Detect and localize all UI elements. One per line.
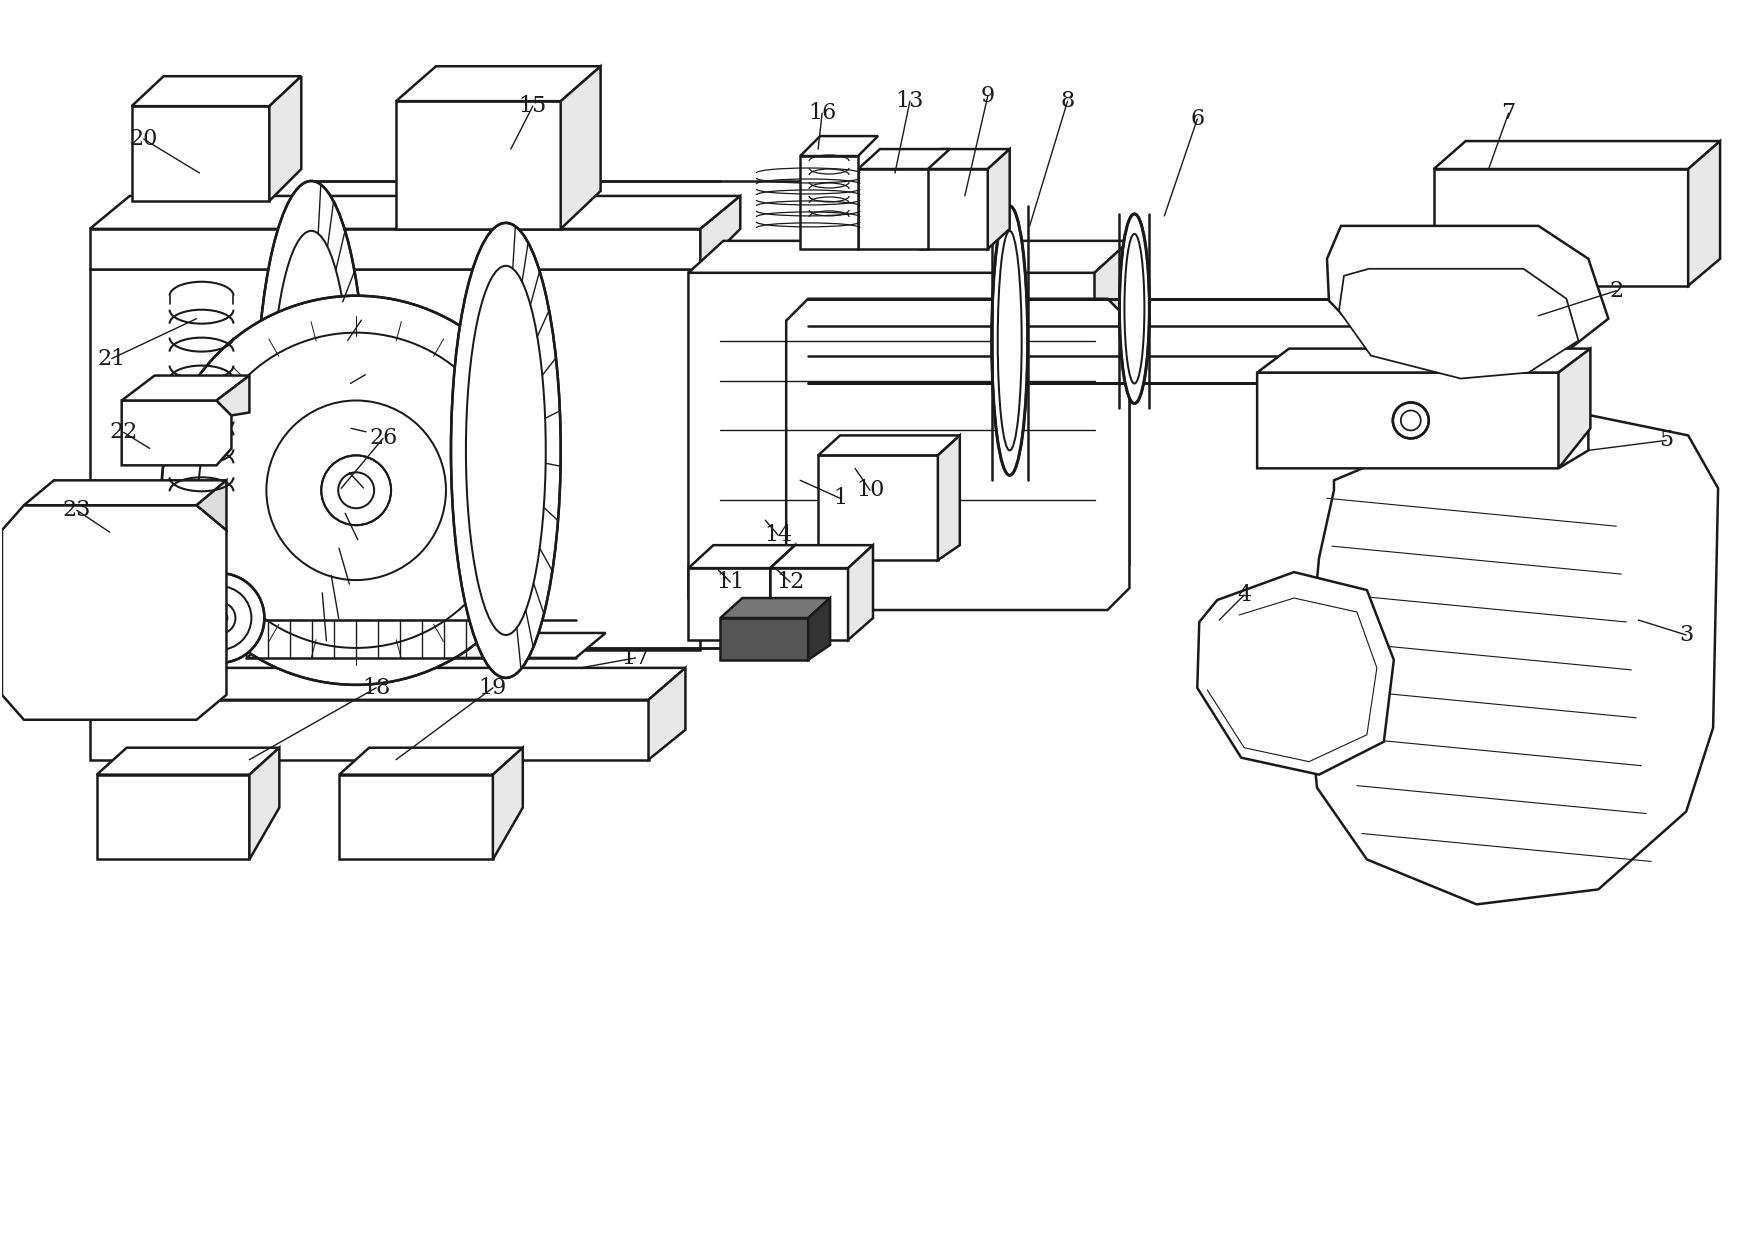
Text: 9: 9 — [981, 85, 995, 107]
Polygon shape — [689, 568, 771, 640]
Polygon shape — [937, 435, 960, 560]
Polygon shape — [848, 545, 872, 640]
Polygon shape — [771, 545, 872, 568]
Text: 12: 12 — [776, 571, 804, 593]
Polygon shape — [561, 67, 601, 229]
Polygon shape — [89, 269, 701, 650]
Ellipse shape — [161, 296, 550, 684]
Polygon shape — [396, 101, 561, 229]
Polygon shape — [1326, 226, 1608, 376]
Polygon shape — [1433, 169, 1689, 286]
Polygon shape — [1433, 141, 1720, 169]
Polygon shape — [808, 598, 830, 660]
Text: 14: 14 — [764, 524, 792, 546]
Polygon shape — [771, 545, 795, 640]
Polygon shape — [771, 568, 848, 640]
Polygon shape — [1095, 240, 1130, 598]
Ellipse shape — [1393, 402, 1428, 439]
Polygon shape — [818, 455, 937, 560]
Polygon shape — [249, 747, 279, 859]
Text: 22: 22 — [110, 422, 138, 444]
Ellipse shape — [256, 181, 366, 650]
Polygon shape — [787, 298, 1130, 610]
Text: 8: 8 — [1060, 90, 1074, 112]
Polygon shape — [988, 149, 1009, 249]
Text: 21: 21 — [98, 348, 126, 370]
Text: 11: 11 — [717, 571, 745, 593]
Ellipse shape — [1120, 213, 1149, 403]
Polygon shape — [720, 618, 808, 660]
Polygon shape — [818, 435, 960, 455]
Polygon shape — [1559, 349, 1591, 469]
Ellipse shape — [450, 223, 561, 678]
Polygon shape — [89, 196, 741, 229]
Polygon shape — [270, 76, 301, 201]
Polygon shape — [247, 633, 606, 658]
Text: 17: 17 — [622, 647, 650, 670]
Text: 7: 7 — [1501, 102, 1515, 125]
Polygon shape — [1339, 269, 1579, 379]
Polygon shape — [89, 229, 701, 269]
Polygon shape — [1258, 349, 1591, 372]
Polygon shape — [858, 169, 929, 249]
Polygon shape — [396, 67, 601, 101]
Text: 19: 19 — [478, 677, 506, 699]
Text: 3: 3 — [1678, 624, 1692, 646]
Polygon shape — [701, 196, 741, 269]
Text: 20: 20 — [130, 128, 158, 150]
Text: 4: 4 — [1237, 584, 1251, 607]
Text: 13: 13 — [895, 90, 923, 112]
Polygon shape — [801, 157, 858, 249]
Polygon shape — [96, 774, 249, 859]
Text: 23: 23 — [63, 499, 91, 522]
Ellipse shape — [175, 573, 265, 663]
Polygon shape — [648, 668, 685, 760]
Ellipse shape — [212, 610, 228, 626]
Polygon shape — [89, 668, 685, 700]
Polygon shape — [1307, 413, 1719, 904]
Polygon shape — [131, 76, 301, 106]
Polygon shape — [1258, 372, 1589, 469]
Polygon shape — [689, 272, 1118, 598]
Polygon shape — [801, 136, 878, 157]
Text: 2: 2 — [1610, 280, 1624, 302]
Polygon shape — [25, 481, 226, 506]
Text: 26: 26 — [370, 428, 398, 449]
Ellipse shape — [992, 206, 1028, 475]
Polygon shape — [920, 149, 1009, 169]
Polygon shape — [121, 376, 249, 401]
Polygon shape — [340, 774, 492, 859]
Polygon shape — [131, 106, 270, 201]
Polygon shape — [689, 240, 1130, 272]
Polygon shape — [858, 149, 950, 169]
Polygon shape — [492, 747, 522, 859]
Ellipse shape — [1368, 293, 1389, 383]
Polygon shape — [96, 747, 279, 774]
Polygon shape — [340, 747, 522, 774]
Polygon shape — [217, 376, 249, 416]
Ellipse shape — [321, 455, 391, 525]
Text: 16: 16 — [808, 102, 836, 125]
Text: 15: 15 — [519, 95, 547, 117]
Text: 10: 10 — [855, 480, 885, 502]
Polygon shape — [121, 401, 231, 465]
Text: 18: 18 — [363, 677, 391, 699]
Polygon shape — [689, 545, 795, 568]
Polygon shape — [89, 700, 648, 760]
Polygon shape — [2, 506, 226, 720]
Polygon shape — [196, 481, 226, 530]
Polygon shape — [1689, 141, 1720, 286]
Text: 5: 5 — [1659, 429, 1673, 451]
Polygon shape — [1197, 572, 1395, 774]
Text: 6: 6 — [1190, 109, 1204, 131]
Polygon shape — [920, 169, 988, 249]
Polygon shape — [720, 598, 830, 618]
Text: 1: 1 — [832, 487, 848, 509]
